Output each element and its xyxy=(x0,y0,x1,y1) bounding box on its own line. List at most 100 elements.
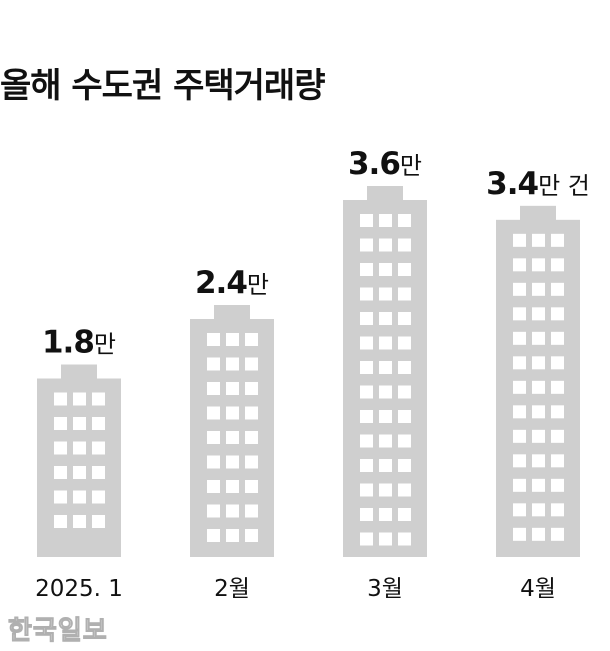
bar-window xyxy=(398,483,411,497)
bar-window xyxy=(360,508,373,521)
bar-window xyxy=(54,417,67,430)
bar-window xyxy=(551,503,564,517)
bar-window xyxy=(92,417,105,430)
bar-window xyxy=(226,333,239,346)
bar-window xyxy=(73,417,86,430)
bar-window xyxy=(513,527,526,541)
bar-window xyxy=(398,532,411,546)
bar-window xyxy=(73,441,86,455)
bar-window xyxy=(532,429,545,443)
bar-window xyxy=(226,504,239,518)
bar-window xyxy=(207,431,220,444)
bar-window xyxy=(207,504,220,518)
bar-window xyxy=(513,282,526,296)
bar-window xyxy=(398,459,411,472)
bar-window xyxy=(54,466,67,479)
bar-window xyxy=(398,214,411,227)
bar-window xyxy=(360,532,373,546)
bar-window xyxy=(54,490,67,504)
bar-window xyxy=(513,503,526,517)
bar-window xyxy=(379,312,392,325)
bar-window xyxy=(226,357,239,371)
bar-window xyxy=(360,410,373,423)
bar-window xyxy=(245,357,258,371)
data-label-value: 3.4 xyxy=(486,166,538,202)
bar-window xyxy=(513,429,526,443)
bar-window xyxy=(360,385,373,399)
bar-window xyxy=(379,263,392,276)
bar-window xyxy=(73,466,86,479)
bar-window xyxy=(360,263,373,276)
bar-window xyxy=(360,312,373,325)
data-label-unit: 만 xyxy=(94,331,116,359)
bar-window xyxy=(513,331,526,345)
bar-window xyxy=(226,529,239,542)
bar-window xyxy=(226,480,239,493)
bar-window xyxy=(207,357,220,371)
bar-window xyxy=(551,282,564,296)
bar-window xyxy=(551,356,564,370)
bar-window xyxy=(92,441,105,455)
bar-window xyxy=(398,287,411,301)
bar-window xyxy=(532,258,545,272)
bar-3 xyxy=(343,186,427,557)
bar-window xyxy=(92,466,105,479)
bar-window xyxy=(73,392,86,406)
bar-window xyxy=(245,382,258,395)
x-tick-label-3: 3월 xyxy=(367,576,403,602)
bar-window xyxy=(207,480,220,493)
bar-window xyxy=(532,282,545,296)
bar-window xyxy=(379,410,392,423)
bar-window xyxy=(532,380,545,394)
bar-window xyxy=(207,382,220,395)
bar-window xyxy=(398,336,411,350)
data-label-2: 2.4만 xyxy=(195,265,269,301)
bar-window xyxy=(379,361,392,374)
bar-window xyxy=(513,380,526,394)
bar-window xyxy=(379,336,392,350)
bar-window xyxy=(532,527,545,541)
bar-window xyxy=(245,431,258,444)
data-label-unit: 만 xyxy=(247,271,269,299)
bar-window xyxy=(398,361,411,374)
bar-window xyxy=(551,331,564,345)
x-tick-label-4: 4월 xyxy=(520,576,556,602)
bar-window xyxy=(226,406,239,420)
data-label-value: 1.8 xyxy=(42,325,94,361)
bar-window xyxy=(551,405,564,419)
bar-window xyxy=(245,333,258,346)
bar-roof xyxy=(520,205,556,221)
bar-window xyxy=(360,336,373,350)
bar-window xyxy=(360,483,373,497)
bar-window xyxy=(379,459,392,472)
bar-window xyxy=(532,307,545,321)
bar-window xyxy=(92,490,105,504)
bar-window xyxy=(54,515,67,528)
bar-window xyxy=(245,480,258,493)
bar-window xyxy=(360,287,373,301)
bar-window xyxy=(207,455,220,469)
bar-window xyxy=(513,405,526,419)
bar-window xyxy=(379,508,392,521)
bar-window xyxy=(398,238,411,252)
bar-window xyxy=(226,382,239,395)
bar-window xyxy=(207,333,220,346)
bar-2 xyxy=(190,305,274,557)
bar-window xyxy=(245,455,258,469)
bar-window xyxy=(551,258,564,272)
bar-window xyxy=(73,515,86,528)
bar-window xyxy=(513,258,526,272)
data-label-unit: 만 건 xyxy=(538,172,590,200)
bar-roof xyxy=(367,186,403,201)
bar-window xyxy=(226,455,239,469)
bar-window xyxy=(398,312,411,325)
bar-window xyxy=(532,454,545,468)
bar-window xyxy=(551,478,564,492)
data-label-value: 2.4 xyxy=(195,265,247,301)
data-label-3: 3.6만 xyxy=(348,146,422,182)
bar-roof xyxy=(214,305,250,320)
bar-window xyxy=(379,287,392,301)
data-label-1: 1.8만 xyxy=(42,325,116,361)
data-label-unit: 만 xyxy=(400,152,422,180)
